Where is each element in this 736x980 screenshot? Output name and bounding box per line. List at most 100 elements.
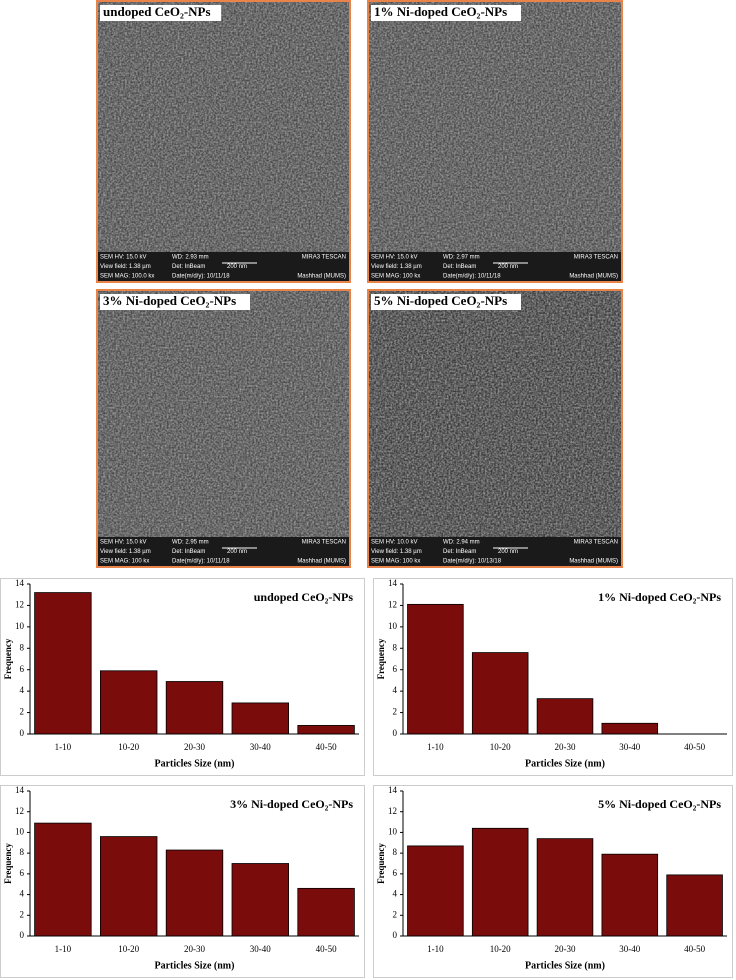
panel-border <box>96 0 351 283</box>
bar <box>297 887 355 937</box>
y-tick-label: 14 <box>388 785 398 795</box>
info-text: View field: 1.38 µm <box>100 264 151 270</box>
label-bg <box>100 294 250 310</box>
info-text: WD: 2.95 mm <box>172 540 209 546</box>
y-tick-label: 10 <box>15 826 25 836</box>
x-tick-label: 30-40 <box>250 742 271 752</box>
info-text: MIRA3 TESCAN <box>302 255 346 261</box>
y-axis-label: Frequency <box>3 638 13 679</box>
bar <box>536 698 594 735</box>
info-text: Det: InBeam <box>172 549 205 555</box>
chart-frame <box>373 578 733 776</box>
label-bg <box>371 294 521 310</box>
sem-texture <box>97 1 350 252</box>
x-tick-label: 1-10 <box>427 944 444 954</box>
chart-title: 1% Ni-doped CeO₂-NPs <box>598 590 721 604</box>
x-axis-label: Particles Size (nm) <box>525 758 605 769</box>
chart-title: 5% Ni-doped CeO₂-NPs <box>598 797 721 811</box>
info-text: View field: 1.38 µm <box>371 549 422 555</box>
y-tick-label: 4 <box>20 889 25 899</box>
info-text: Det: InBeam <box>443 549 476 555</box>
panel-border <box>367 289 623 568</box>
y-tick-label: 12 <box>388 806 397 816</box>
y-tick-label: 8 <box>393 847 398 857</box>
sem-texture <box>368 1 622 252</box>
x-tick-label: 40-50 <box>316 742 337 752</box>
info-text: Det: InBeam <box>443 264 476 270</box>
bar <box>231 863 289 937</box>
info-bar <box>368 252 622 282</box>
info-text: SEM HV: 15.0 kV <box>100 540 146 546</box>
info-text: View field: 1.38 µm <box>371 264 422 270</box>
y-tick-label: 6 <box>393 664 398 674</box>
panel-label: undoped CeO₂-NPs <box>103 4 211 19</box>
bar <box>165 849 224 937</box>
info-text: 200 nm <box>498 549 518 555</box>
x-tick-label: 20-30 <box>184 742 205 752</box>
x-tick-label: 20-30 <box>555 742 576 752</box>
y-tick-label: 4 <box>20 685 25 695</box>
bar <box>231 702 289 735</box>
x-tick-label: 10-20 <box>118 944 139 954</box>
y-tick-label: 10 <box>15 621 25 631</box>
info-text: MIRA3 TESCAN <box>302 540 346 546</box>
y-tick-label: 6 <box>393 868 398 878</box>
y-tick-label: 0 <box>20 728 25 738</box>
y-tick-label: 0 <box>393 728 398 738</box>
y-axis-label: Frequency <box>3 843 13 884</box>
y-tick-label: 14 <box>15 578 25 588</box>
chart-frame <box>0 785 365 978</box>
info-bar <box>97 537 350 567</box>
info-text: SEM MAG: 100 kx <box>371 559 420 565</box>
info-text: Date(m/d/y): 10/13/18 <box>443 559 502 565</box>
info-text: Date(m/d/y): 10/11/18 <box>172 274 230 280</box>
y-tick-label: 10 <box>388 826 398 836</box>
bar <box>100 670 158 735</box>
x-axis-label: Particles Size (nm) <box>155 758 235 769</box>
bar <box>407 603 464 735</box>
chart-frame <box>373 785 733 978</box>
info-text: SEM HV: 15.0 kV <box>100 255 146 261</box>
info-text: Mashhad (MUMS) <box>297 274 346 280</box>
x-tick-label: 10-20 <box>490 944 511 954</box>
bar <box>297 725 355 735</box>
bar <box>34 822 92 937</box>
bar <box>601 853 659 937</box>
x-tick-label: 20-30 <box>184 944 205 954</box>
y-tick-label: 12 <box>388 599 397 609</box>
info-text: Det: InBeam <box>172 264 205 270</box>
y-tick-label: 8 <box>20 847 25 857</box>
x-tick-label: 30-40 <box>619 944 640 954</box>
chart-frame <box>0 578 365 776</box>
x-tick-label: 30-40 <box>619 742 640 752</box>
label-bg <box>371 5 521 21</box>
y-tick-label: 4 <box>393 685 398 695</box>
y-tick-label: 4 <box>393 889 398 899</box>
panel-label: 1% Ni-doped CeO₂-NPs <box>374 4 507 19</box>
x-tick-label: 1-10 <box>427 742 444 752</box>
y-tick-label: 2 <box>20 707 25 717</box>
info-text: Mashhad (MUMS) <box>297 559 346 565</box>
info-bar <box>368 537 622 567</box>
info-text: 200 nm <box>227 264 247 270</box>
x-tick-label: 10-20 <box>490 742 511 752</box>
x-tick-label: 10-20 <box>118 742 139 752</box>
x-tick-label: 40-50 <box>316 944 337 954</box>
info-text: Date(m/d/y): 10/11/18 <box>443 274 501 280</box>
y-tick-label: 14 <box>15 785 25 795</box>
info-text: Date(m/d/y): 10/11/18 <box>172 559 230 565</box>
x-tick-label: 40-50 <box>684 944 705 954</box>
y-tick-label: 8 <box>393 642 398 652</box>
y-tick-label: 6 <box>20 664 25 674</box>
y-tick-label: 0 <box>393 930 398 940</box>
y-tick-label: 12 <box>15 806 24 816</box>
info-text: SEM MAG: 100 kx <box>371 274 420 280</box>
y-tick-label: 2 <box>20 909 25 919</box>
info-text: WD: 2.93 mm <box>172 255 209 261</box>
info-text: WD: 2.94 mm <box>443 540 480 546</box>
y-tick-label: 0 <box>20 930 25 940</box>
sem-texture <box>97 290 350 537</box>
x-tick-label: 30-40 <box>250 944 271 954</box>
